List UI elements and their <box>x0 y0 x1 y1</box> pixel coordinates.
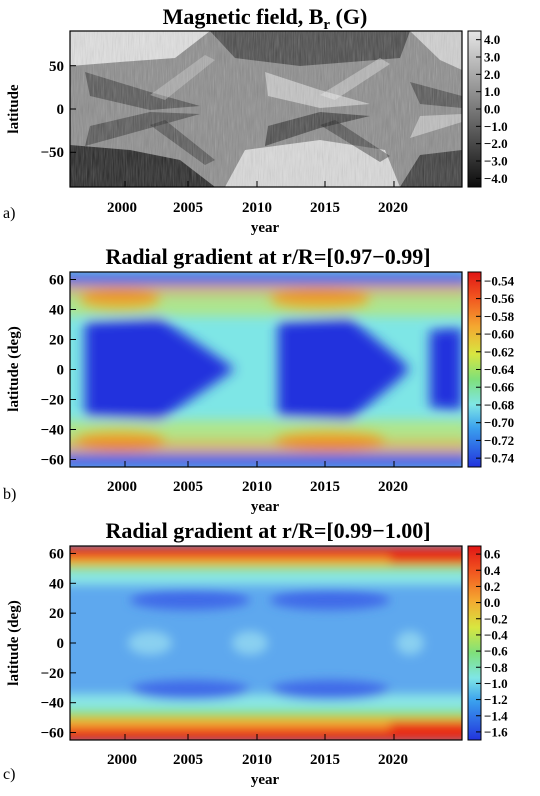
panel-b-xticks: 2000 2005 2010 2015 2020 <box>107 461 408 495</box>
panel-b-colorbar: −0.54 −0.56 −0.58 −0.60 −0.62 −0.64 −0.66 −0.68… <box>467 271 515 468</box>
panel-c-xtick-label: 2015 <box>310 752 340 768</box>
panel-c-colorbar-tick-label: −0.2 <box>484 611 508 626</box>
panel-c: Radial gradient at r/R=[0.99−1.00] <box>3 518 508 788</box>
panel-a-colorbar-tick-label: 2.0 <box>484 67 500 82</box>
panel-b-ytick-label: 0 <box>57 363 65 379</box>
panel-b-colorbar-tick-label: −0.64 <box>484 362 515 377</box>
panel-a-colorbar-tick-label: −4.0 <box>484 171 508 186</box>
panel-c-colorbar-tick-label: 0.6 <box>484 547 501 562</box>
panel-b-letter: b) <box>3 486 16 503</box>
panel-a-ytick-label: −50 <box>40 145 64 161</box>
panel-a-ylabel: latitude <box>6 84 22 134</box>
panel-c-ytick-label: −60 <box>40 726 64 742</box>
panel-c-colorbar-tick-label: 0.4 <box>484 563 501 578</box>
panel-a-xtick-label: 2005 <box>173 200 203 216</box>
panel-a-colorbar-tick-label: 3.0 <box>484 50 500 65</box>
panel-b: Radial gradient at r/R=[0.97−0.99] −60 −4… <box>3 244 515 515</box>
panel-b-xtick-label: 2020 <box>378 479 408 495</box>
panel-c-ylabel: latitude (deg) <box>6 600 22 685</box>
panel-b-xlabel: year <box>251 499 280 515</box>
panel-c-xticks: 2000 2005 2010 2015 2020 <box>107 734 408 768</box>
panel-a-xtick-label: 2015 <box>310 200 340 216</box>
panel-a-letter: a) <box>3 205 15 222</box>
panel-c-xtick-label: 2000 <box>107 752 137 768</box>
panel-a-colorbar-tick-label: 0.0 <box>484 102 500 117</box>
panel-a-colorbar-tick-label: 4.0 <box>484 32 500 47</box>
panel-c-colorbar-tick-label: 0.2 <box>484 579 500 594</box>
panel-c-colorbar-tick-label: −0.6 <box>484 644 508 659</box>
panel-b-xtick-label: 2010 <box>242 479 272 495</box>
panel-b-ytick-label: 60 <box>49 273 64 289</box>
panel-c-colorbar-tick-label: −1.6 <box>484 724 508 739</box>
panel-b-colorbar-tick-label: −0.70 <box>484 415 514 430</box>
panel-b-colorbar-tick-label: −0.72 <box>484 433 514 448</box>
panel-b-ytick-label: 40 <box>49 303 64 319</box>
panel-a: Magnetic field, Br (G) <box>3 4 508 236</box>
panel-c-colorbar-tick-label: −1.2 <box>484 692 508 707</box>
panel-a-xticks: 2000 2005 2010 2015 2020 <box>107 181 408 216</box>
panel-b-ylabel: latitude (deg) <box>6 326 22 411</box>
panel-b-colorbar-tick-label: −0.60 <box>484 327 514 342</box>
panel-b-yticks: −60 −40 −20 0 20 40 60 <box>40 273 76 469</box>
panel-a-colorbar-tick-label: −3.0 <box>484 154 508 169</box>
panel-b-ytick-label: 20 <box>49 333 64 349</box>
panel-b-colorbar-tick-label: −0.74 <box>484 451 515 466</box>
panel-a-xtick-label: 2020 <box>378 200 408 216</box>
panel-c-xtick-label: 2010 <box>242 752 272 768</box>
panel-c-ytick-label: 0 <box>57 636 65 652</box>
panel-c-ytick-label: 20 <box>49 606 64 622</box>
panel-a-colorbar: 4.0 3.0 2.0 1.0 0.0 −1.0 −2.0 −3.0 −4.0 <box>467 30 508 188</box>
panel-c-ytick-label: 60 <box>49 546 64 562</box>
panel-a-ytick-label: 50 <box>49 59 64 75</box>
panel-c-letter: c) <box>3 766 15 783</box>
panel-b-colorbar-tick-label: −0.58 <box>484 309 515 324</box>
panel-c-xlabel: year <box>251 772 280 788</box>
panel-c-colorbar-tick-label: 0.0 <box>484 595 500 610</box>
panel-a-xlabel: year <box>251 220 280 236</box>
panel-c-colorbar-tick-label: −1.0 <box>484 676 508 691</box>
panel-c-heatmap <box>70 546 462 740</box>
panel-a-title: Magnetic field, Br (G) <box>163 4 368 33</box>
panel-c-colorbar-tick-label: −1.4 <box>484 708 508 723</box>
panel-a-heatmap <box>70 31 462 187</box>
panel-c-colorbar: 0.60.40.20.0−0.2−0.4 −0.6−0.8−1.0−1.2−1.4… <box>467 545 508 741</box>
panel-c-yticks: −60 −40 −20 0 20 40 60 <box>40 546 76 742</box>
panel-a-xtick-label: 2000 <box>107 200 137 216</box>
panel-b-xtick-label: 2015 <box>310 479 340 495</box>
panel-a-xtick-label: 2010 <box>242 200 272 216</box>
panel-a-colorbar-tick-label: 1.0 <box>484 84 500 99</box>
panel-a-colorbar-tick-label: −2.0 <box>484 136 508 151</box>
panel-a-ytick-label: 0 <box>57 102 65 118</box>
panel-b-colorbar-tick-label: −0.66 <box>484 380 515 395</box>
panel-b-heatmap <box>70 272 462 467</box>
panel-b-colorbar-tick-label: −0.54 <box>484 273 515 288</box>
panel-c-xtick-label: 2020 <box>378 752 408 768</box>
panel-b-colorbar-tick-label: −0.62 <box>484 344 514 359</box>
panel-b-colorbar-tick-label: −0.56 <box>484 291 515 306</box>
panel-c-colorbar-tick-label: −0.8 <box>484 660 508 675</box>
panel-b-ytick-label: −40 <box>40 423 64 439</box>
panel-c-colorbar-tick-label: −0.4 <box>484 627 508 642</box>
panel-b-ytick-label: −60 <box>40 453 64 469</box>
panel-c-ytick-label: −20 <box>40 666 64 682</box>
panel-a-yticks: 50 0 −50 <box>40 59 76 161</box>
panel-c-title: Radial gradient at r/R=[0.99−1.00] <box>105 518 430 543</box>
panel-b-xtick-label: 2000 <box>107 479 137 495</box>
panel-b-ytick-label: −20 <box>40 393 64 409</box>
panel-c-ytick-label: 40 <box>49 576 64 592</box>
panel-c-xtick-label: 2005 <box>173 752 203 768</box>
panel-b-title: Radial gradient at r/R=[0.97−0.99] <box>105 244 430 269</box>
panel-b-colorbar-tick-label: −0.68 <box>484 397 515 412</box>
panel-c-ytick-label: −40 <box>40 696 64 712</box>
panel-b-xtick-label: 2005 <box>173 479 203 495</box>
panel-a-colorbar-tick-label: −1.0 <box>484 119 508 134</box>
